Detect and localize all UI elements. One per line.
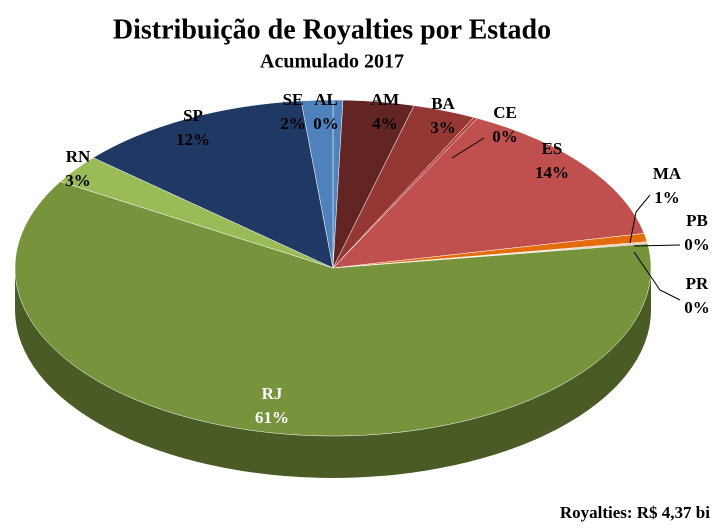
slice — [300, 99, 334, 269]
slice-label: SE — [283, 90, 304, 109]
slice-value-label: 0% — [313, 114, 339, 133]
slice-value-label: 2% — [280, 114, 306, 133]
slice-label: ES — [542, 139, 563, 158]
slice-label: AL — [314, 90, 338, 109]
slice-value-label: 3% — [430, 118, 456, 137]
slice-label: PB — [686, 211, 708, 230]
slice-value-label: 1% — [654, 188, 680, 207]
slice-value-label: 0% — [684, 298, 710, 317]
chart-title: Distribuição de Royalties por Estado — [113, 14, 551, 45]
slice-label: PR — [686, 274, 709, 293]
leader-line — [451, 137, 485, 159]
slice-label: RJ — [262, 384, 283, 403]
slice-value-label: 14% — [535, 163, 569, 182]
slice-label: AM — [371, 90, 399, 109]
annotation: Royalties: R$ 4,37 bi — [560, 503, 710, 522]
slice — [14, 181, 652, 437]
slice-label: CE — [493, 103, 517, 122]
slice-value-label: 12% — [176, 130, 210, 149]
slice-label: RN — [66, 147, 91, 166]
pie — [14, 99, 652, 478]
slice-value-label: 3% — [65, 171, 91, 190]
leader-line — [633, 244, 681, 247]
leader-line — [633, 251, 681, 301]
slice-label: SP — [183, 106, 203, 125]
slice — [332, 118, 645, 269]
slice-value-label: 61% — [255, 408, 289, 427]
slice-value-label: 0% — [492, 127, 518, 146]
labels: AL 0% AM 4% BA 3% CE 0% ES 14% MA 1% PB 0% PR 0% RJ 61% RN… — [65, 90, 710, 427]
slice-label: BA — [431, 94, 455, 113]
leader-line — [629, 194, 651, 244]
slice-label: MA — [653, 164, 682, 183]
slice-side — [15, 268, 651, 478]
slice-value-label: 0% — [684, 235, 710, 254]
slice — [92, 100, 334, 269]
slice-value-label: 4% — [372, 114, 398, 133]
chart-subtitle: Acumulado 2017 — [260, 51, 404, 73]
